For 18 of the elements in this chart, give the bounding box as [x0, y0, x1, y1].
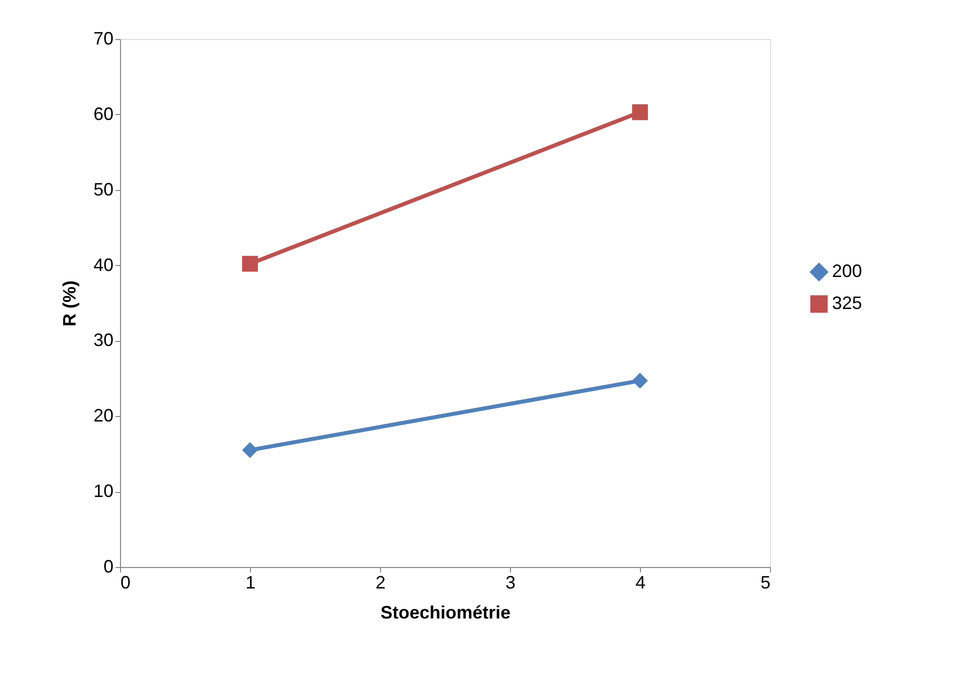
y-tick-label: 10 — [93, 481, 114, 502]
x-tick-label: 3 — [505, 572, 516, 592]
y-tick-label: 30 — [93, 330, 114, 350]
y-tick-label: 70 — [93, 28, 114, 48]
legend-label: 200 — [832, 261, 862, 281]
legend-label: 325 — [832, 293, 862, 313]
x-tick-label: 4 — [635, 572, 646, 592]
y-axis-title: R (%) — [59, 280, 80, 326]
x-tick-label: 5 — [760, 572, 770, 592]
x-axis-title: Stoechiométrie — [380, 602, 511, 622]
x-tick-label: 2 — [375, 572, 386, 592]
x-tick-label: 1 — [245, 572, 256, 592]
y-tick-label: 60 — [93, 104, 114, 124]
y-tick-label: 0 — [103, 556, 114, 576]
y-tick-label: 20 — [93, 406, 114, 426]
y-tick-label: 50 — [93, 179, 114, 200]
x-tick-label: 0 — [120, 572, 131, 592]
y-tick-label: 40 — [93, 254, 114, 275]
